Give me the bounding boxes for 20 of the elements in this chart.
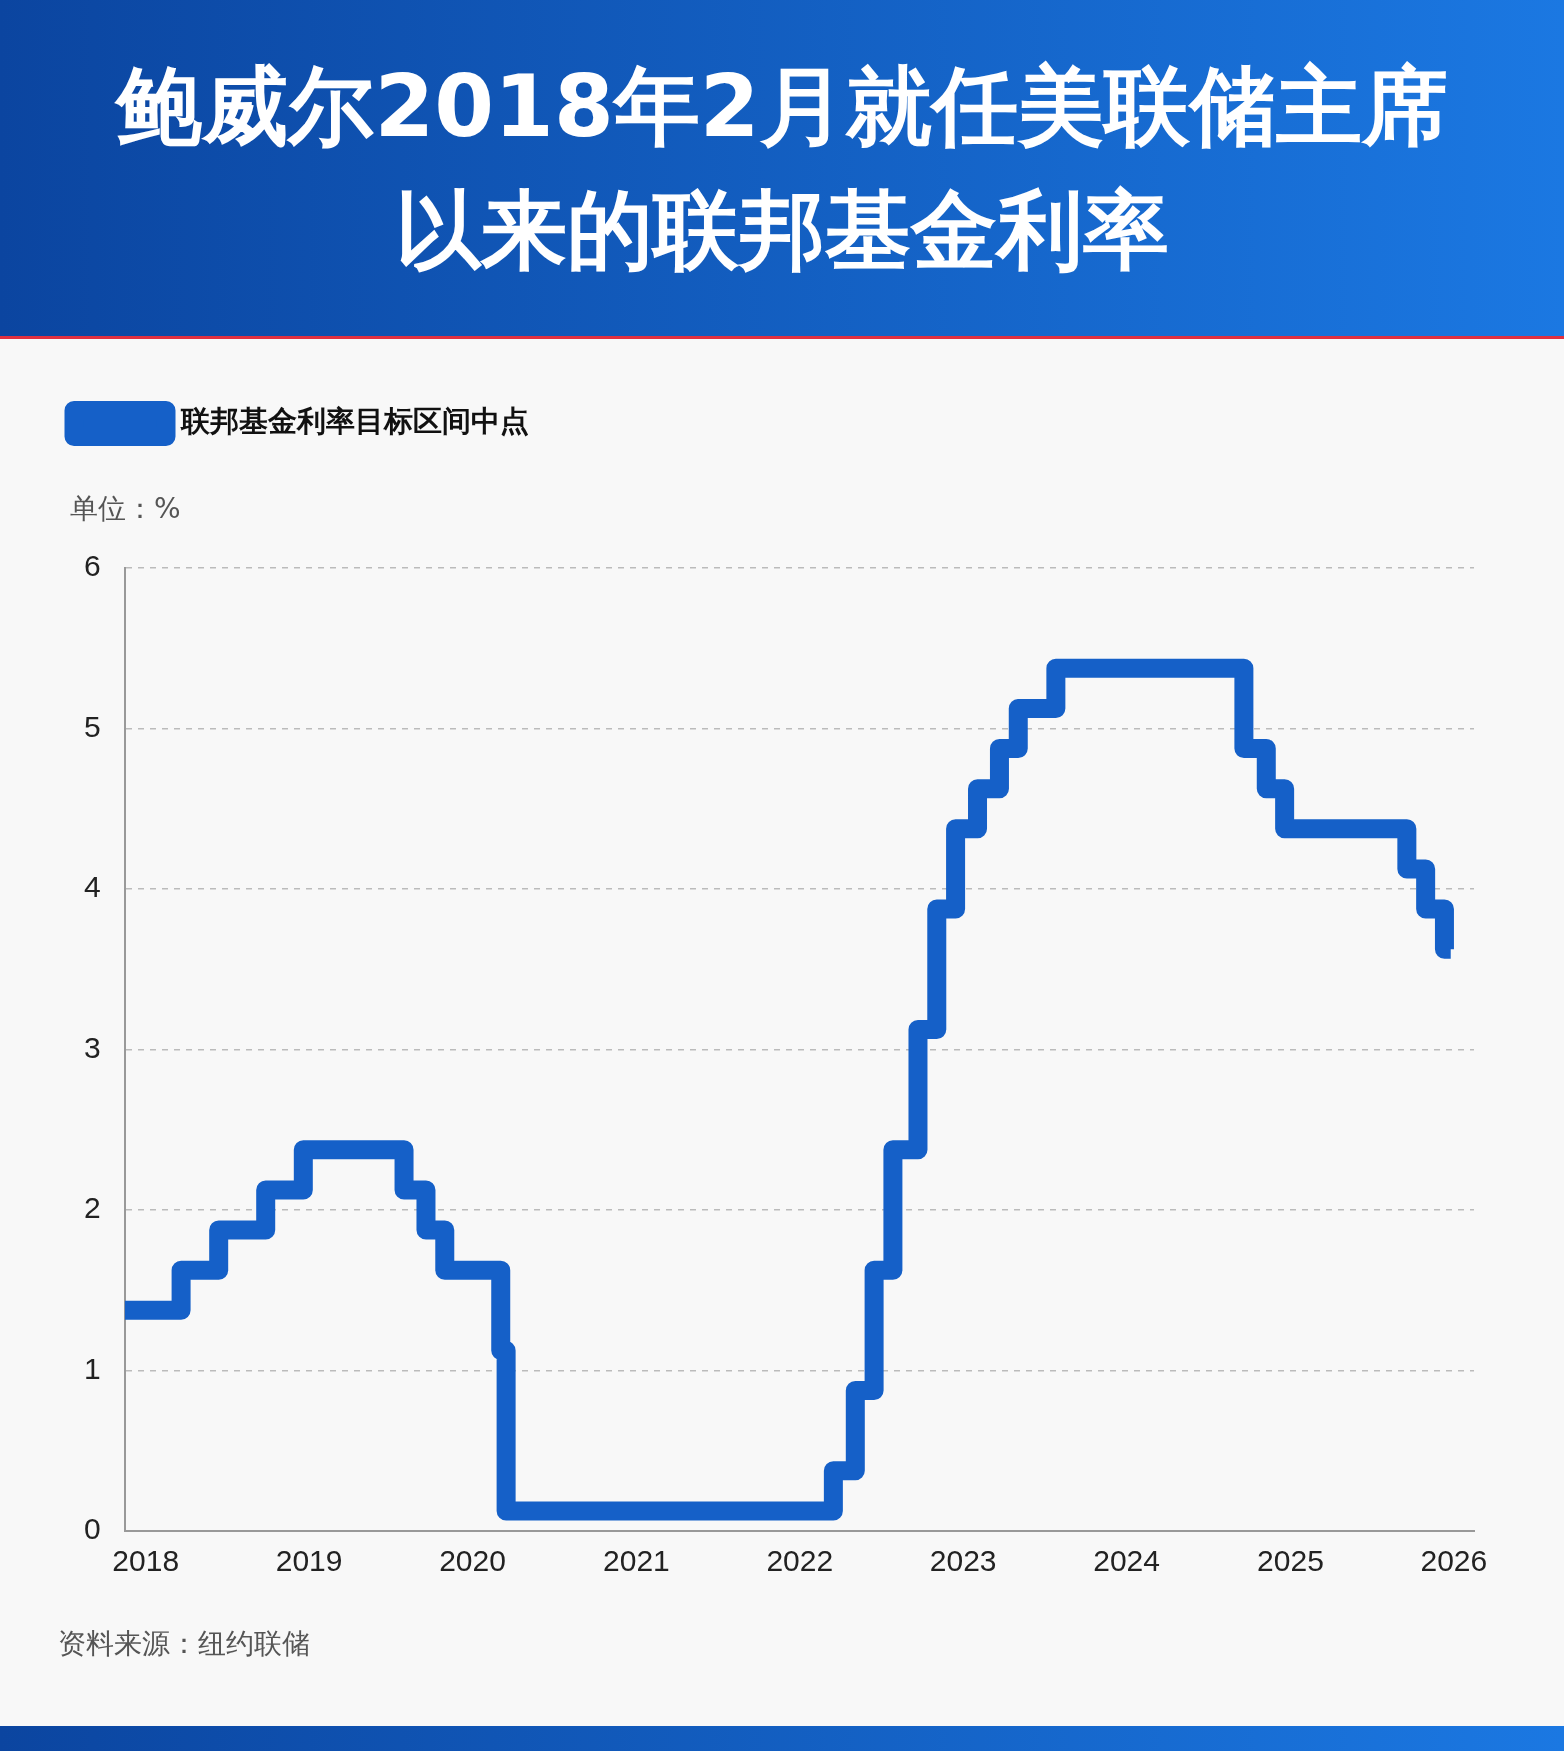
x-tick-label: 2026 bbox=[1420, 1544, 1488, 1578]
y-tick-label: 3 bbox=[84, 1030, 101, 1064]
x-tick-label: 2022 bbox=[766, 1544, 834, 1578]
y-tick-label: 1 bbox=[84, 1351, 101, 1385]
y-axis-title: 单位：% bbox=[70, 492, 181, 525]
x-tick-label: 2018 bbox=[112, 1544, 180, 1578]
chart-title: 鲍威尔2018年2月就任美联储主席以来的联邦基金利率 bbox=[113, 55, 1449, 282]
x-tick-label: 2019 bbox=[275, 1544, 343, 1578]
y-tick-label: 0 bbox=[84, 1512, 101, 1546]
x-tick-label: 2025 bbox=[1257, 1544, 1324, 1578]
legend-label: 联邦基金利率目标区间中点 bbox=[179, 404, 529, 439]
y-tick-label: 2 bbox=[84, 1191, 101, 1225]
x-tick-label: 2024 bbox=[1093, 1544, 1160, 1578]
y-tick-label: 4 bbox=[84, 870, 101, 904]
text: 资料来源：纽约联储 bbox=[58, 1626, 310, 1662]
x-tick-label: 2020 bbox=[439, 1544, 506, 1578]
y-tick-label: 5 bbox=[84, 709, 101, 743]
x-tick-label: 2021 bbox=[603, 1544, 670, 1578]
x-tick-label: 2023 bbox=[929, 1544, 997, 1578]
y-tick-label: 6 bbox=[84, 549, 101, 583]
